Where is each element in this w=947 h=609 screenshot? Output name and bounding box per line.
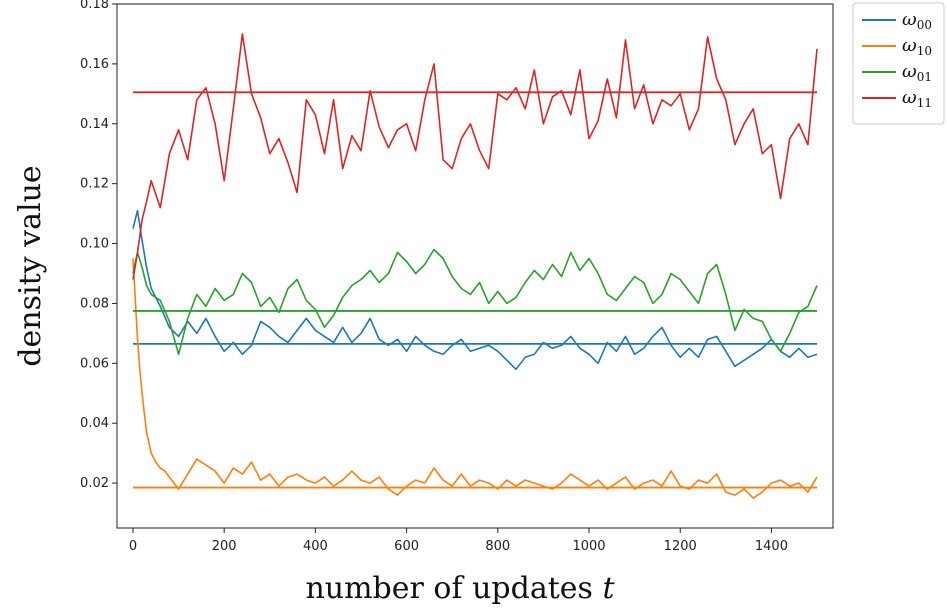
legend-label-00: ω00	[902, 9, 932, 32]
series-00-line	[132, 209, 818, 371]
legend-frame	[852, 2, 945, 125]
y-tick-label: 0.18	[80, 0, 109, 12]
series-layer	[132, 33, 818, 499]
x-tick-label: 600	[394, 539, 419, 554]
y-tick-label: 0.12	[80, 177, 109, 192]
x-tick-label: 800	[485, 539, 510, 554]
y-tick-label: 0.10	[80, 237, 109, 252]
series-10-line	[132, 258, 818, 499]
x-axis-ticks: 0 200 400 600 800 1000 1200 1400	[129, 528, 788, 554]
y-tick-label: 0.02	[80, 476, 109, 491]
series-01-line	[132, 248, 818, 356]
legend-entries: ω00 ω10 ω01 ω11	[862, 9, 932, 110]
x-tick-label: 1200	[664, 539, 697, 554]
x-axis-variable: t	[602, 571, 615, 606]
legend-label-01: ω01	[902, 61, 932, 84]
y-tick-label: 0.06	[80, 356, 109, 371]
legend: ω00 ω10 ω01 ω11	[852, 2, 945, 125]
y-tick-label: 0.16	[80, 57, 109, 72]
plot-frame	[116, 3, 834, 529]
x-tick-label: 200	[212, 539, 237, 554]
series-11-line	[132, 33, 818, 280]
x-axis-label: number of updates t	[305, 571, 615, 606]
plot-background	[117, 4, 833, 528]
x-tick-label: 1000	[572, 539, 605, 554]
y-tick-label: 0.08	[80, 296, 109, 311]
legend-label-11: ω11	[902, 87, 932, 110]
y-axis-ticks: 0.02 0.04 0.06 0.08 0.10 0.12 0.14 0.16 0.18	[80, 0, 117, 491]
y-tick-label: 0.04	[80, 416, 109, 431]
x-tick-label: 0	[129, 539, 137, 554]
x-tick-label: 1400	[755, 539, 788, 554]
legend-label-10: ω10	[902, 35, 932, 58]
y-tick-label: 0.14	[80, 117, 109, 132]
x-tick-label: 400	[303, 539, 328, 554]
y-axis-label: density value	[13, 165, 48, 366]
